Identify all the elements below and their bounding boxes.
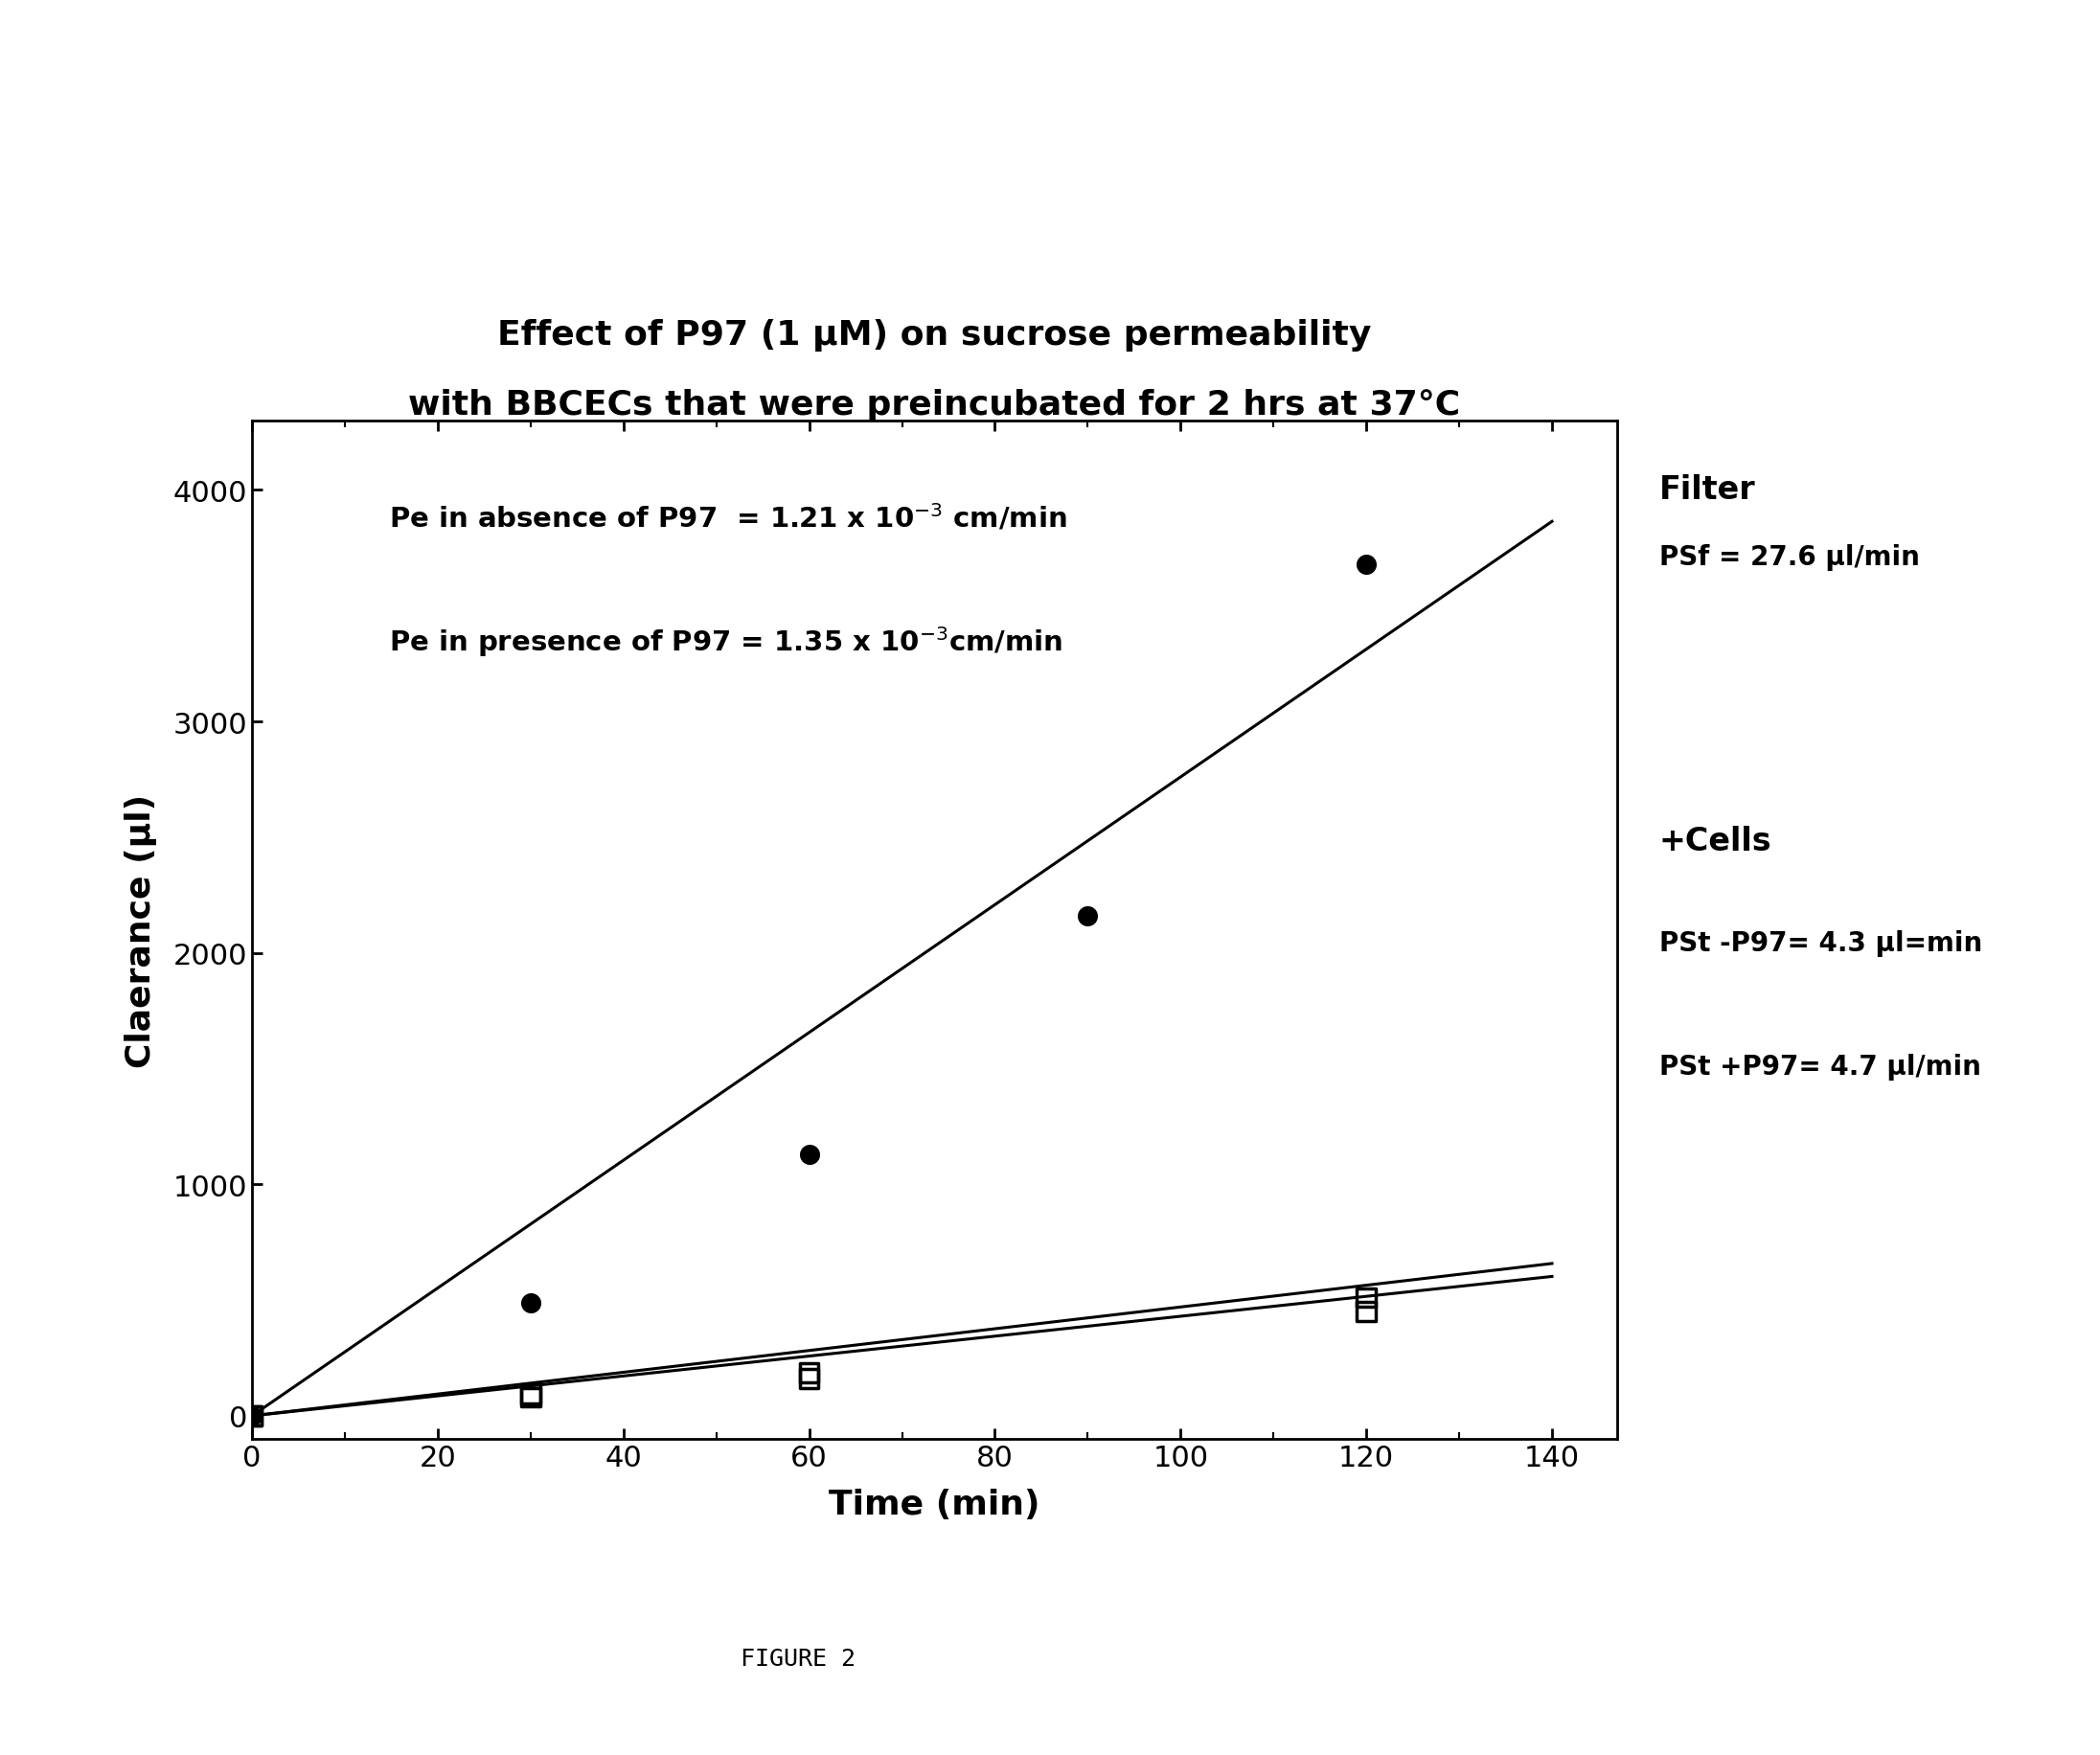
Point	[792, 1365, 825, 1393]
Point	[235, 1402, 269, 1430]
Point	[1071, 902, 1105, 930]
Point	[792, 1141, 825, 1169]
X-axis label: Time (min): Time (min)	[830, 1488, 1040, 1520]
Y-axis label: Claerance (μl): Claerance (μl)	[124, 793, 158, 1067]
Point	[1350, 1299, 1384, 1327]
Point	[1350, 1285, 1384, 1313]
Text: PSt +P97= 4.7 μl/min: PSt +P97= 4.7 μl/min	[1659, 1053, 1980, 1079]
Point	[514, 1379, 548, 1408]
Text: Pe in absence of P97  = 1.21 x 10$^{-3}$ cm/min: Pe in absence of P97 = 1.21 x 10$^{-3}$ …	[388, 502, 1067, 534]
Point	[235, 1402, 269, 1430]
Text: PSt -P97= 4.3 μl=min: PSt -P97= 4.3 μl=min	[1659, 930, 1982, 956]
Point	[514, 1383, 548, 1411]
Text: Filter: Filter	[1659, 474, 1756, 505]
Point	[235, 1402, 269, 1430]
Text: +Cells: +Cells	[1659, 825, 1772, 856]
Text: FIGURE 2: FIGURE 2	[741, 1646, 855, 1671]
Text: Pe in presence of P97 = 1.35 x 10$^{-3}$cm/min: Pe in presence of P97 = 1.35 x 10$^{-3}$…	[388, 625, 1063, 660]
Point	[514, 1288, 548, 1316]
Text: Effect of P97 (1 μM) on sucrose permeability: Effect of P97 (1 μM) on sucrose permeabi…	[498, 318, 1371, 351]
Point	[1350, 551, 1384, 579]
Text: PSf = 27.6 μl/min: PSf = 27.6 μl/min	[1659, 544, 1919, 570]
Point	[792, 1358, 825, 1386]
Text: with BBCECs that were preincubated for 2 hrs at 37°C: with BBCECs that were preincubated for 2…	[410, 388, 1459, 421]
